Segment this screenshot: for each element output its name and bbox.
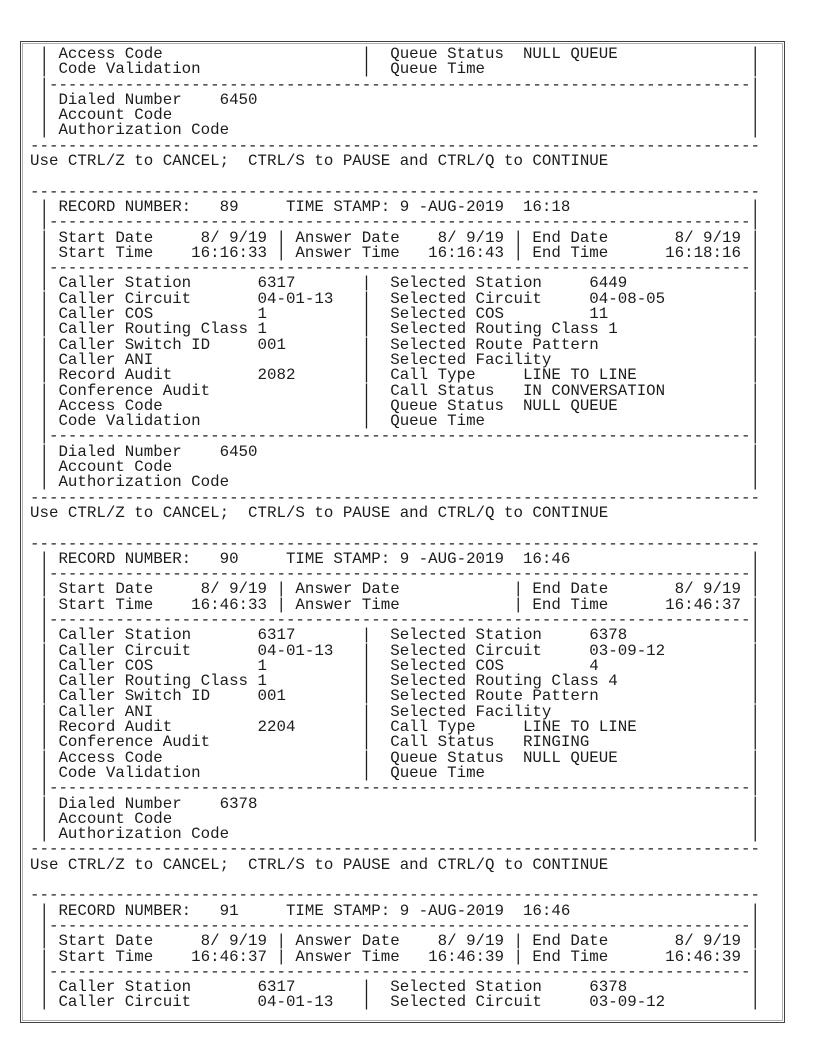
section-divider-line: |---------------------------------------…: [30, 427, 760, 446]
tail-row-line: | Dialed Number 6450 |: [30, 90, 760, 109]
date-row-line: | Start Date 8/ 9/19 | Answer Date | End…: [30, 580, 760, 599]
section-divider-line: |---------------------------------------…: [30, 75, 760, 94]
record-divider-line: ----------------------------------------…: [30, 136, 760, 155]
tail-row-line: | Authorization Code |: [30, 825, 760, 844]
field-row-line: | Record Audit 2204 | Call Type LINE TO …: [30, 718, 760, 737]
time-row-line: | Start Time 16:16:33 | Answer Time 16:1…: [30, 243, 760, 262]
time-row-line: | Start Time 16:46:37 | Answer Time 16:4…: [30, 947, 760, 966]
field-row-line: | Code Validation | Queue Time |: [30, 412, 760, 431]
field-row-line: | Caller Switch ID 001 | Selected Route …: [30, 687, 760, 706]
field-row-line: | Access Code | Queue Status NULL QUEUE …: [30, 396, 760, 415]
field-row-line: | Conference Audit | Call Status IN CONV…: [30, 381, 760, 400]
tail-row-line: | Account Code |: [30, 106, 760, 125]
field-row-line: | Caller COS 1 | Selected COS 11 |: [30, 305, 760, 324]
tail-row-line: | Account Code |: [30, 458, 760, 477]
section-divider-line: |---------------------------------------…: [30, 610, 760, 629]
record-header-line: | RECORD NUMBER: 89 TIME STAMP: 9 -AUG-2…: [30, 197, 760, 216]
tail-row-line: | Authorization Code |: [30, 121, 760, 140]
record-divider-line: ----------------------------------------…: [30, 182, 760, 201]
tail-row-line: | Authorization Code |: [30, 473, 760, 492]
section-divider-line: |---------------------------------------…: [30, 916, 760, 935]
time-row-line: | Start Time 16:46:33 | Answer Time | En…: [30, 595, 760, 614]
section-divider-line: |---------------------------------------…: [30, 779, 760, 798]
record-divider-line: ----------------------------------------…: [30, 886, 760, 905]
tail-row-line: | Dialed Number 6450 |: [30, 442, 760, 461]
prompt-line: Use CTRL/Z to CANCEL; CTRL/S to PAUSE an…: [30, 152, 609, 171]
section-divider-line: |---------------------------------------…: [30, 213, 760, 232]
field-row-line: | Conference Audit | Call Status RINGING…: [30, 733, 760, 752]
field-row-line: | Record Audit 2082 | Call Type LINE TO …: [30, 366, 760, 385]
field-row-line: | Caller ANI | Selected Facility |: [30, 350, 760, 369]
date-row-line: | Start Date 8/ 9/19 | Answer Date 8/ 9/…: [30, 932, 760, 951]
field-row-line: | Caller Routing Class 1 | Selected Rout…: [30, 672, 760, 691]
field-row-line: | Access Code | Queue Status NULL QUEUE …: [30, 45, 760, 63]
field-row-line: | Caller Station 6317 | Selected Station…: [30, 274, 760, 293]
page-border-frame: [20, 41, 785, 1023]
field-row-line: | Caller Switch ID 001 | Selected Route …: [30, 335, 760, 354]
record-header-line: | RECORD NUMBER: 91 TIME STAMP: 9 -AUG-2…: [30, 901, 760, 920]
field-row-line: | Code Validation | Queue Time |: [30, 60, 760, 79]
field-row-line: | Access Code | Queue Status NULL QUEUE …: [30, 748, 760, 767]
record-header-line: | RECORD NUMBER: 90 TIME STAMP: 9 -AUG-2…: [30, 549, 760, 568]
section-divider-line: |---------------------------------------…: [30, 962, 760, 981]
field-row-line: | Caller COS 1 | Selected COS 4 |: [30, 656, 760, 675]
tail-row-line: | Account Code |: [30, 809, 760, 828]
field-row-line: | Code Validation | Queue Time |: [30, 763, 760, 782]
field-row-line: | Caller ANI | Selected Facility |: [30, 702, 760, 721]
date-row-line: | Start Date 8/ 9/19 | Answer Date 8/ 9/…: [30, 228, 760, 247]
field-row-line: | Caller Circuit 04-01-13 | Selected Cir…: [30, 289, 760, 308]
section-divider-line: |---------------------------------------…: [30, 259, 760, 278]
field-row-line: | Caller Routing Class 1 | Selected Rout…: [30, 320, 760, 339]
prompt-line: Use CTRL/Z to CANCEL; CTRL/S to PAUSE an…: [30, 503, 609, 522]
terminal-output: | Access Code | Queue Status NULL QUEUE …: [30, 45, 760, 1012]
record-divider-line: ----------------------------------------…: [30, 488, 760, 507]
prompt-line: Use CTRL/Z to CANCEL; CTRL/S to PAUSE an…: [30, 855, 609, 874]
record-divider-line: ----------------------------------------…: [30, 840, 760, 859]
field-row-line: | Caller Station 6317 | Selected Station…: [30, 978, 760, 997]
section-divider-line: |---------------------------------------…: [30, 565, 760, 584]
tail-row-line: | Dialed Number 6378 |: [30, 794, 760, 813]
field-row-line: | Caller Circuit 04-01-13 | Selected Cir…: [30, 993, 760, 1012]
field-row-line: | Caller Circuit 04-01-13 | Selected Cir…: [30, 641, 760, 660]
field-row-line: | Caller Station 6317 | Selected Station…: [30, 626, 760, 645]
record-divider-line: ----------------------------------------…: [30, 534, 760, 553]
